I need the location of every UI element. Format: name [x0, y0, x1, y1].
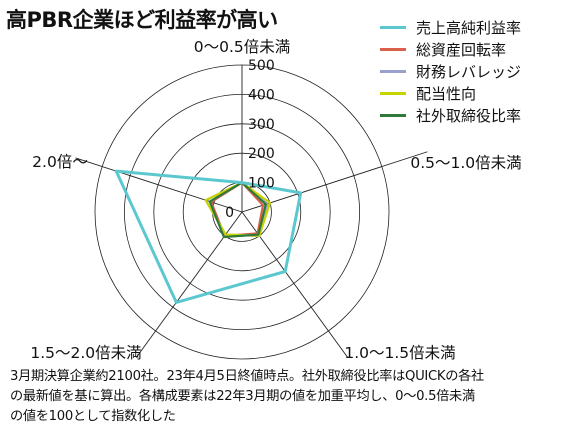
footnote-line: の最新値を基に算出。各構成要素は22年3月期の値を加重平均し、0～0.5倍未満 [10, 389, 475, 404]
legend-swatch [380, 69, 406, 73]
series-polygon [208, 181, 267, 239]
radial-tick-labels: 0 100 200 300 400 500 [225, 58, 275, 221]
series-polygon [114, 169, 303, 304]
radial-tick-label: 0 [225, 205, 234, 221]
legend-label: 総資産回転率 [416, 40, 507, 59]
legend-label: 売上高純利益率 [416, 18, 522, 37]
legend-item: 総資産回転率 [376, 38, 581, 60]
footnote-line: 3月期決算企業約2100社。23年4月5日終値時点。社外取締役比率はQUICKの… [10, 369, 484, 384]
radial-tick-label: 400 [248, 87, 275, 103]
category-label: 0.5～1.0倍未満 [410, 154, 521, 172]
legend-swatch [380, 113, 406, 117]
legend-item: 配当性向 [376, 82, 581, 104]
legend-swatch [380, 47, 406, 51]
radial-tick-label: 500 [248, 58, 275, 74]
radar-series [114, 169, 303, 304]
category-label: 2.0倍～ [32, 153, 88, 171]
axis-spoke [75, 157, 243, 213]
category-label: 1.5～2.0倍未満 [30, 344, 141, 362]
axis-spoke [241, 151, 428, 213]
category-label: 1.0～1.5倍未満 [344, 344, 455, 362]
legend-item: 財務レバレッジ [376, 60, 581, 82]
legend-swatch [380, 25, 406, 29]
legend-swatch [380, 91, 406, 95]
legend-label: 社外取締役比率 [416, 106, 522, 125]
legend-label: 配当性向 [416, 84, 477, 103]
legend: 売上高純利益率 総資産回転率 財務レバレッジ 配当性向 社外取締役比率 [376, 16, 581, 126]
radial-tick-label: 200 [248, 146, 275, 162]
footnote-line: の値を100として指数化した [10, 409, 176, 424]
legend-label: 財務レバレッジ [416, 62, 522, 81]
chart-title: 高PBR企業ほど利益率が高い [6, 8, 278, 32]
radar-axes [75, 65, 428, 358]
radial-tick-label: 300 [248, 117, 275, 133]
category-labels: 0～0.5倍未満 0.5～1.0倍未満 1.0～1.5倍未満 1.5～2.0倍未満 2.… [30, 38, 521, 362]
radial-tick-label: 100 [248, 176, 275, 192]
category-label: 0～0.5倍未満 [194, 38, 291, 56]
legend-item: 社外取締役比率 [376, 104, 581, 126]
footnote: 3月期決算企業約2100社。23年4月5日終値時点。社外取締役比率はQUICKの… [10, 367, 582, 427]
legend-item: 売上高純利益率 [376, 16, 581, 38]
